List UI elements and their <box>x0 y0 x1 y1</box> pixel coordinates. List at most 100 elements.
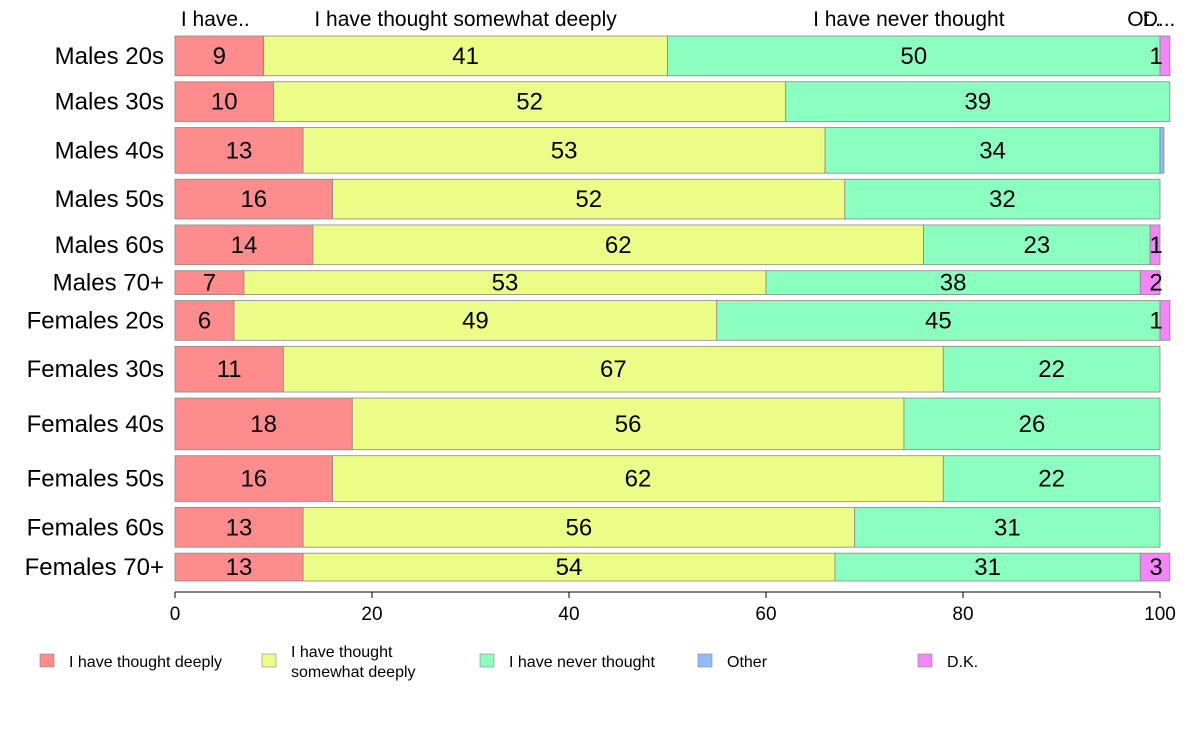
bar-segment <box>282 345 944 393</box>
data-label: 32 <box>989 186 1016 213</box>
data-label: 34 <box>979 137 1006 164</box>
data-label: 3 <box>1149 554 1162 581</box>
x-tick-label: 40 <box>558 604 579 625</box>
bar-segment <box>854 507 1161 548</box>
data-label: 1 <box>1149 307 1162 334</box>
data-label: 16 <box>240 186 267 213</box>
data-label: 53 <box>551 137 578 164</box>
bar-segment <box>785 81 1171 122</box>
bar-segment <box>1159 35 1171 77</box>
bar-segment <box>174 81 274 122</box>
data-label: 13 <box>226 137 253 164</box>
x-tick-label: 0 <box>170 604 181 625</box>
category-label: Males 30s <box>55 89 164 116</box>
data-label: 10 <box>211 89 238 116</box>
top-label-4: D... <box>1143 8 1176 31</box>
bar-segment <box>923 224 1151 266</box>
category-label: Females 70+ <box>25 554 164 581</box>
bar-segment <box>351 397 905 451</box>
bar-segment <box>1149 224 1161 266</box>
bar-segment <box>1159 300 1171 341</box>
data-label: 13 <box>226 514 253 541</box>
bar-segment <box>844 178 1161 220</box>
category-label: Females 30s <box>27 356 164 383</box>
bar-segment <box>273 81 787 122</box>
bar-segment <box>302 127 826 174</box>
legend-label: I have thought deeply <box>69 654 222 671</box>
bar-segment <box>824 127 1161 174</box>
data-label: 13 <box>226 554 253 581</box>
bar-segment <box>174 345 284 393</box>
data-label: 2 <box>1149 270 1162 297</box>
bar-segment <box>332 455 944 502</box>
bar-segment <box>942 345 1161 393</box>
x-axis: 0 20 40 60 80 100 <box>170 591 1176 625</box>
bar-segment <box>174 127 304 174</box>
data-label: 31 <box>994 514 1021 541</box>
data-label: 31 <box>974 554 1001 581</box>
data-label: 41 <box>452 43 479 70</box>
data-label: 62 <box>625 466 652 493</box>
bar-segment <box>716 300 1161 341</box>
data-label: 45 <box>925 307 952 334</box>
data-label: 6 <box>198 307 211 334</box>
data-label: 26 <box>1019 411 1046 438</box>
data-label: 39 <box>964 89 991 116</box>
data-label: 16 <box>240 466 267 493</box>
data-label: 18 <box>250 411 277 438</box>
x-tick-label: 60 <box>755 604 776 625</box>
bar-segment <box>1139 270 1161 295</box>
data-label: 62 <box>605 232 632 259</box>
legend-swatch <box>261 653 277 668</box>
data-label: 49 <box>462 307 489 334</box>
bar-segment <box>174 507 304 548</box>
category-label: Females 60s <box>27 514 164 541</box>
bar-segment <box>174 455 334 502</box>
data-label: 11 <box>217 356 242 383</box>
top-label-2: I have never thought <box>813 8 1005 31</box>
data-label: 14 <box>231 232 258 259</box>
bar-segment <box>1139 552 1171 582</box>
top-series-labels: I have.. I have thought somewhat deeply I … <box>181 8 1176 31</box>
x-tick-label: 100 <box>1144 604 1176 625</box>
bar-segment <box>1159 127 1165 174</box>
top-label-1: I have thought somewhat deeply <box>314 8 617 31</box>
bar-segment <box>312 224 925 266</box>
category-label: Males 70+ <box>53 270 164 297</box>
legend-swatch <box>697 653 713 668</box>
category-label: Females 40s <box>27 411 164 438</box>
category-label: Females 50s <box>27 466 164 493</box>
bar-segment <box>174 397 353 451</box>
category-labels: Males 20s Males 30s Males 40s Males 50s Male… <box>25 43 164 581</box>
x-tick-label: 20 <box>361 604 382 625</box>
data-label: 56 <box>615 411 642 438</box>
bar-segment <box>174 300 235 341</box>
bar-segment <box>174 224 314 266</box>
data-label: 7 <box>203 270 216 297</box>
legend: I have thought deeply I have thought somew… <box>39 644 978 681</box>
data-label: 56 <box>565 514 592 541</box>
data-label: 23 <box>1024 232 1051 259</box>
top-label-3: Ot.. <box>1127 8 1161 31</box>
legend-label: Other <box>727 654 768 671</box>
data-label: 52 <box>575 186 602 213</box>
legend-swatch <box>917 653 933 668</box>
legend-swatch <box>39 653 55 668</box>
legend-label: I have thought somewhat deeply <box>291 644 416 681</box>
data-label: 22 <box>1038 466 1065 493</box>
legend-swatch <box>479 653 495 668</box>
top-label-0: I have.. <box>181 8 250 31</box>
legend-label: D.K. <box>947 654 978 671</box>
bar-segment <box>942 455 1161 502</box>
x-tick-label: 80 <box>952 604 973 625</box>
data-label: 67 <box>600 356 627 383</box>
data-label: 22 <box>1038 356 1065 383</box>
legend-label: I have never thought <box>509 654 655 671</box>
category-label: Males 20s <box>55 43 164 70</box>
bar-segment <box>263 35 668 77</box>
category-label: Females 20s <box>27 307 164 334</box>
data-label: 52 <box>516 89 543 116</box>
data-label: 54 <box>556 554 583 581</box>
data-label: 9 <box>213 43 226 70</box>
